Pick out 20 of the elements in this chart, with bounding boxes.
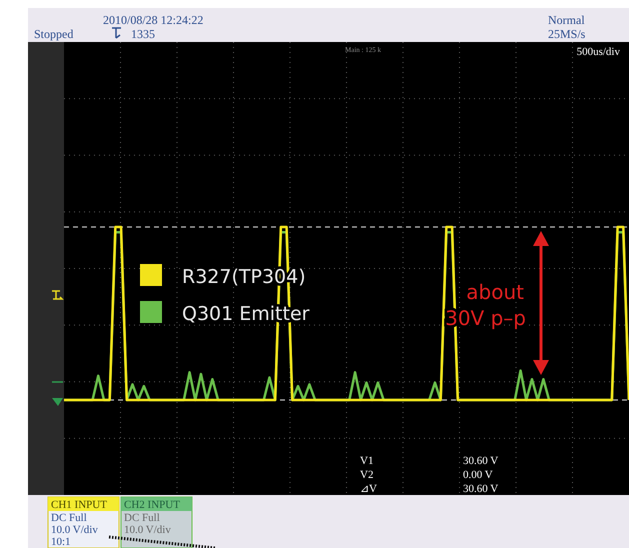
text: DC Full	[124, 512, 160, 524]
text: 30.60 V	[463, 483, 498, 495]
text: 30.60 V	[463, 455, 498, 467]
text: V2	[360, 469, 374, 481]
text: 2010/08/28 12:24:22	[103, 13, 204, 27]
text: CH2 INPUT	[124, 499, 180, 511]
text: DC Full	[51, 512, 87, 524]
text: V1	[360, 455, 374, 467]
text: Normal	[548, 13, 586, 27]
annotation: about	[466, 280, 524, 304]
text: Stopped	[34, 27, 74, 41]
text: 1335	[131, 27, 155, 41]
text: 500us/div	[576, 46, 620, 58]
text: 10.0 V/div	[124, 524, 172, 536]
text: 25MS/s	[548, 27, 586, 41]
text: CH1 INPUT	[51, 499, 108, 511]
text: ⊿V	[360, 483, 377, 495]
text: 10:1	[51, 536, 71, 548]
text: 10.0 V/div	[51, 524, 98, 536]
text: 0.00 V	[463, 469, 493, 481]
